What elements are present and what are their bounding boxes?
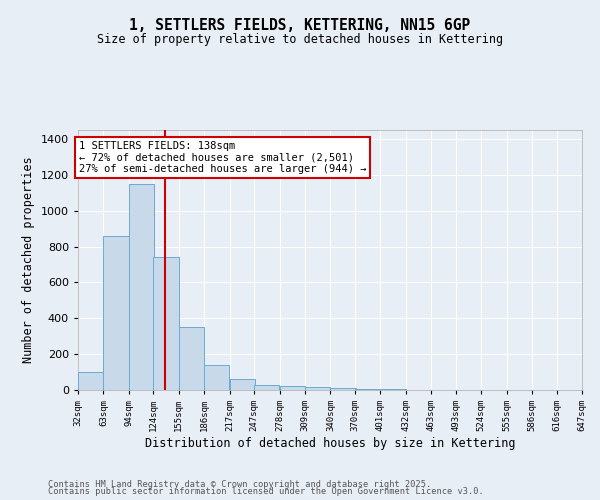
Bar [305,388,330,390]
Bar [204,365,229,390]
X-axis label: Distribution of detached houses by size in Kettering: Distribution of detached houses by size … [145,437,515,450]
Bar [331,388,356,390]
Bar [103,236,128,390]
Bar [230,379,255,390]
Bar [355,389,380,390]
Text: 1 SETTLERS FIELDS: 138sqm
← 72% of detached houses are smaller (2,501)
27% of se: 1 SETTLERS FIELDS: 138sqm ← 72% of detac… [79,141,367,174]
Y-axis label: Number of detached properties: Number of detached properties [22,156,35,364]
Bar [254,384,280,390]
Text: 1, SETTLERS FIELDS, KETTERING, NN15 6GP: 1, SETTLERS FIELDS, KETTERING, NN15 6GP [130,18,470,32]
Bar [280,386,305,390]
Bar [179,327,204,390]
Text: Contains HM Land Registry data © Crown copyright and database right 2025.: Contains HM Land Registry data © Crown c… [48,480,431,489]
Text: Size of property relative to detached houses in Kettering: Size of property relative to detached ho… [97,32,503,46]
Text: Contains public sector information licensed under the Open Government Licence v3: Contains public sector information licen… [48,488,484,496]
Bar [154,258,179,390]
Bar [380,389,406,390]
Bar [129,184,154,390]
Bar [78,372,103,390]
